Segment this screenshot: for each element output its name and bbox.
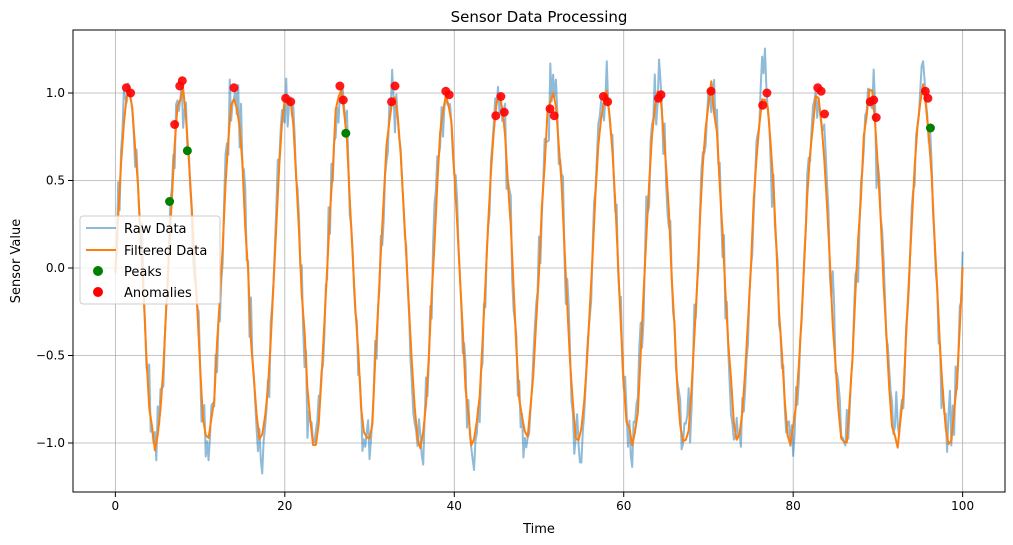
legend-swatch-anomalies — [93, 287, 103, 297]
anomaly-point — [706, 86, 716, 96]
anomaly-point — [387, 97, 397, 107]
x-axis-ticks: 0 20 40 60 80 100 — [112, 492, 974, 513]
anomaly-point — [177, 76, 187, 86]
anomaly-point — [820, 109, 830, 119]
anomaly-point — [869, 95, 879, 105]
y-tick-label: −0.5 — [36, 349, 65, 363]
anomaly-point — [923, 93, 933, 103]
anomaly-point — [229, 83, 239, 93]
x-tick-label: 100 — [951, 499, 974, 513]
y-tick-label: −1.0 — [36, 436, 65, 450]
legend-box — [79, 215, 221, 305]
anomaly-point — [871, 113, 881, 122]
anomaly-point — [286, 97, 296, 107]
peak-point — [925, 123, 935, 133]
anomaly-point — [603, 97, 613, 107]
legend: Raw Data Filtered Data Peaks Anomalies — [79, 215, 221, 305]
legend-label-raw-data: Raw Data — [124, 222, 187, 237]
legend-swatch-peaks — [93, 266, 103, 276]
anomaly-point — [126, 88, 136, 98]
anomaly-point — [390, 81, 400, 91]
x-tick-label: 0 — [112, 499, 120, 513]
peaks-points — [165, 123, 935, 206]
anomaly-point — [549, 111, 559, 121]
anomaly-point — [335, 81, 345, 91]
peak-point — [165, 197, 175, 206]
anomaly-point — [170, 120, 180, 129]
anomaly-point — [338, 95, 348, 105]
legend-label-filtered-data: Filtered Data — [124, 244, 207, 259]
y-tick-label: 1.0 — [46, 86, 65, 100]
anomaly-point — [762, 88, 772, 98]
filtered-data-line — [114, 80, 964, 452]
x-tick-label: 40 — [447, 499, 462, 513]
anomalies-points — [121, 76, 933, 129]
legend-label-anomalies: Anomalies — [124, 286, 192, 301]
anomaly-point — [920, 86, 930, 96]
anomaly-point — [499, 107, 509, 117]
y-tick-label: 0.5 — [46, 174, 65, 188]
y-axis-label: Sensor Value — [9, 219, 24, 303]
anomaly-point — [444, 90, 454, 100]
peak-point — [182, 146, 192, 156]
x-tick-label: 20 — [277, 499, 292, 513]
x-tick-label: 60 — [616, 499, 631, 513]
y-tick-label: 0.0 — [46, 261, 65, 275]
plot-frame — [72, 29, 1006, 493]
peak-point — [341, 128, 351, 138]
y-axis-ticks: −1.0 −0.5 0.0 0.5 1.0 — [36, 86, 73, 450]
x-tick-label: 80 — [786, 499, 801, 513]
chart-title: Sensor Data Processing — [451, 8, 628, 26]
legend-label-peaks: Peaks — [124, 265, 162, 280]
x-axis-label: Time — [522, 522, 555, 537]
anomaly-point — [545, 104, 555, 114]
anomaly-point — [758, 100, 768, 110]
anomaly-point — [491, 111, 501, 121]
anomaly-point — [496, 92, 506, 101]
anomaly-point — [656, 90, 666, 100]
grid — [73, 30, 1005, 492]
anomaly-point — [816, 86, 826, 96]
